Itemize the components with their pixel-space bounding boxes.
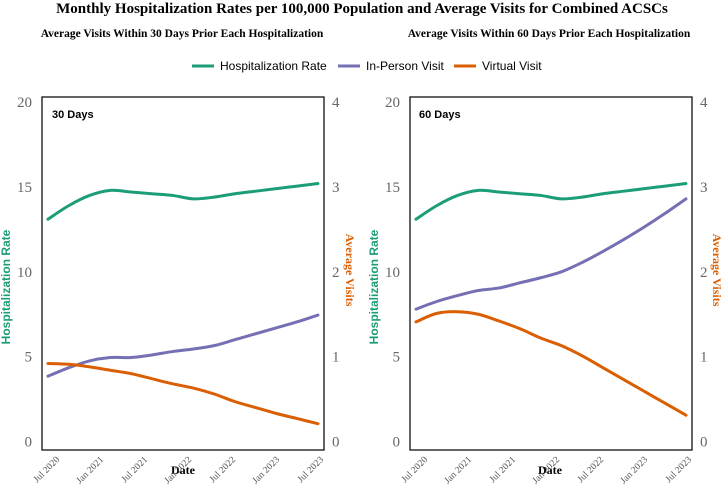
- panel-1-y-left-tick-label: 10: [17, 265, 32, 281]
- panel-1-y-left-tick-label: 0: [25, 435, 33, 451]
- panel-2-label: 60 Days: [419, 109, 461, 121]
- panel-2-y-axis-label-right: Average Visits: [710, 234, 724, 307]
- panel-1-x-tick-label: Jul 2020: [32, 455, 62, 485]
- panel-1-x-tick-label: Jul 2022: [208, 455, 238, 485]
- panel-1-y-left-tick-label: 15: [17, 180, 32, 196]
- panel-1-x-tick-label: Jan 2021: [75, 455, 106, 486]
- panel-2-x-tick-label: Jan 2021: [443, 455, 474, 486]
- panel-2-y-axis-label-left: Hospitalization Rate: [367, 229, 381, 344]
- panel-1-y-left-tick-label: 5: [25, 350, 33, 366]
- panel-1-y-axis-label-right: Average Visits: [343, 234, 357, 307]
- panel-2-x-tick-label: Jul 2022: [576, 455, 606, 485]
- legend-virtual-label: Virtual Visit: [482, 59, 542, 73]
- panel-2-y-right-tick-label: 1: [700, 350, 708, 366]
- panel-2-y-left-tick-label: 0: [393, 435, 401, 451]
- panel-2-x-tick-label: Jan 2023: [619, 455, 650, 486]
- legend: Hospitalization Rate In-Person Visit Vir…: [192, 59, 542, 73]
- panel-1-series-hosp-line: [46, 182, 320, 221]
- panel-1-x-tick-label: Jul 2021: [120, 455, 150, 485]
- panel-1-y-right-tick-label: 3: [332, 180, 340, 196]
- panel-1-y-right-tick-label: 0: [332, 435, 340, 451]
- panel-2-y-right-tick-label: 3: [700, 180, 708, 196]
- panel-2-y-right-tick-label: 4: [700, 95, 708, 111]
- panel-1-frame: [41, 96, 325, 451]
- panel-1-y-left-tick-label: 20: [17, 95, 32, 111]
- panel-2-frame: [409, 96, 693, 451]
- panel-2-y-left-tick-label: 5: [393, 350, 401, 366]
- panel-2-plot: 0 5 10 15 20 0 1 2 3 4 Jul 2020 Jan 2021 Jul 2021 Jan…: [385, 95, 708, 486]
- panel-2-y-right-tick-label: 2: [700, 265, 708, 281]
- panel-2-series-inperson-line: [414, 197, 688, 311]
- panel-2-y-left-tick-label: 20: [385, 95, 400, 111]
- panel-2-x-tick-label: Jul 2020: [400, 455, 430, 485]
- panel-1-y-right-tick-label: 1: [332, 350, 340, 366]
- panel-1-series-inperson-line: [46, 313, 320, 378]
- panel-2-series-virtual-line: [414, 310, 688, 417]
- panel-2-y-left-tick-label: 10: [385, 265, 400, 281]
- panel-2-series-hosp-line: [414, 182, 688, 221]
- panel-1-x-tick-label: Jul 2023: [296, 455, 326, 485]
- panel-1-y-axis-label-left: Hospitalization Rate: [0, 229, 13, 344]
- panel-2-x-tick-label: Jul 2023: [664, 455, 694, 485]
- panel-1-subtitle: Average Visits Within 30 Days Prior Each…: [41, 28, 324, 40]
- panel-1-x-axis-label: Date: [171, 463, 196, 477]
- panel-2-y-left-tick-label: 15: [385, 180, 400, 196]
- panel-1-label: 30 Days: [52, 109, 94, 121]
- legend-hosp-label: Hospitalization Rate: [220, 59, 327, 73]
- panel-1-y-right-tick-label: 4: [332, 95, 340, 111]
- panel-1-y-right-tick-label: 2: [332, 265, 340, 281]
- panel-2-x-axis-label: Date: [538, 463, 563, 477]
- legend-inperson-label: In-Person Visit: [366, 59, 444, 73]
- panel-2-y-right-tick-label: 0: [700, 435, 708, 451]
- panel-1-series-virtual-line: [46, 361, 320, 426]
- panel-2-x-tick-label: Jul 2021: [488, 455, 518, 485]
- panel-1-plot: 0 5 10 15 20 0 1 2 3 4 Jul 2020 Jan 2021 Jul 2021 Jan…: [17, 95, 340, 486]
- figure-title: Monthly Hospitalization Rates per 100,00…: [56, 1, 668, 17]
- panel-2-subtitle: Average Visits Within 60 Days Prior Each…: [408, 28, 691, 40]
- panel-1-x-tick-label: Jan 2023: [251, 455, 282, 486]
